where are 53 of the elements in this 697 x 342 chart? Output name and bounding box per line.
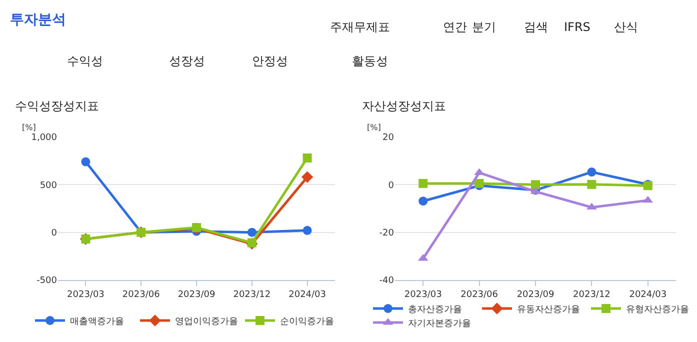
point: [418, 178, 428, 188]
point: [531, 180, 540, 190]
x-tick-label: 2023/09: [516, 290, 554, 300]
y-axis-title: [%]: [22, 123, 36, 132]
text: 활동성: [352, 54, 388, 68]
x-tick-label: 2023/06: [460, 290, 498, 300]
legend-label: 총자산증가율: [408, 305, 462, 316]
point: [81, 157, 90, 166]
x-tick-label: 2023/12: [573, 290, 610, 300]
point: [587, 180, 596, 189]
x-tick-label: 2024/03: [288, 290, 326, 300]
x-tick-label: 2023/12: [233, 290, 271, 300]
legend-label: 유형자산증가율: [626, 305, 689, 316]
text: 검색: [524, 20, 548, 34]
text: 분기: [472, 20, 496, 34]
text: 성장성: [169, 54, 205, 68]
point: [474, 178, 484, 188]
y-axis-title: [%]: [367, 123, 381, 132]
y-tick-label: 0: [51, 228, 58, 238]
y-tick-label: 0: [388, 180, 394, 191]
point: [587, 168, 596, 177]
legend-label: 유동자산증가율: [517, 305, 580, 316]
chart-title: 수익성장성지표: [15, 99, 99, 113]
y-tick-label: -20: [379, 228, 394, 238]
text: 연간: [443, 20, 467, 34]
chart-title: 자산성장성지표: [362, 99, 446, 113]
point: [247, 238, 256, 248]
text: 투자분석: [10, 12, 66, 28]
x-tick-label: 2023/03: [67, 290, 104, 300]
legend-label: 자기자본증가율: [408, 319, 471, 330]
point: [302, 153, 312, 162]
legend-label: 매출액증가율: [70, 317, 124, 328]
point: [301, 171, 314, 183]
point: [247, 228, 256, 237]
x-tick-label: 2023/09: [178, 290, 216, 300]
y-tick-label: -40: [379, 276, 394, 286]
y-tick-label: 20: [382, 133, 394, 144]
text: 주재무제표: [330, 20, 390, 34]
legend-label: 영업이익증가율: [175, 317, 238, 328]
point: [302, 226, 312, 235]
x-tick-label: 2023/06: [122, 290, 160, 300]
y-tick-label: 500: [40, 180, 58, 191]
text: 수익성: [67, 54, 103, 68]
y-tick-label: -500: [36, 276, 58, 286]
text: 산식: [614, 20, 638, 34]
point: [586, 202, 597, 210]
text: IFRS: [564, 20, 590, 34]
x-tick-label: 2023/03: [404, 290, 442, 300]
y-tick-label: 1,000: [31, 133, 58, 144]
x-tick-label: 2024/03: [629, 290, 667, 300]
legend-label: 순이익증가율: [280, 317, 334, 328]
text: 안정성: [252, 54, 288, 68]
point: [418, 196, 428, 206]
